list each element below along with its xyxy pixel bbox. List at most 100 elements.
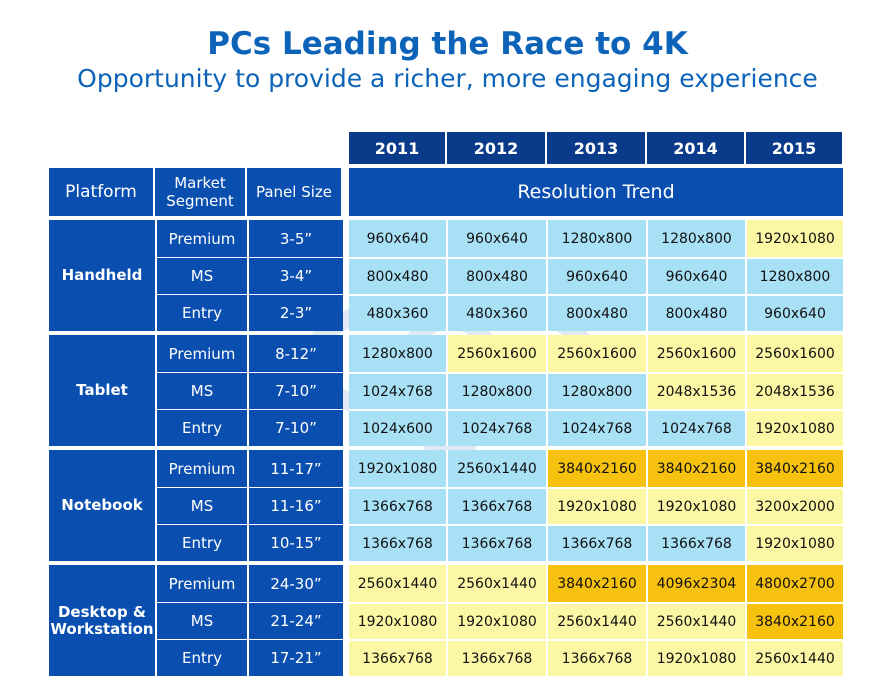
year-header: 2012 — [447, 132, 545, 164]
segment-label: Entry — [155, 524, 247, 561]
panel-size-value: 17-21” — [247, 639, 343, 676]
platform-label-line1: Desktop & — [57, 602, 147, 621]
resolution-cell: 2560x1440 — [646, 602, 745, 639]
resolution-trend-header: Resolution Trend — [349, 168, 843, 216]
resolution-cell: 960x640 — [349, 220, 446, 257]
resolution-cell: 1920x1080 — [745, 220, 843, 257]
platform-label-line1: Tablet — [76, 381, 128, 399]
resolution-cell: 1920x1080 — [646, 639, 745, 676]
segment-label: MS — [155, 487, 247, 524]
market-segment-header: Market Segment — [155, 168, 247, 216]
platform-label: Handheld — [49, 220, 155, 331]
resolution-cell: 1280x800 — [546, 220, 646, 257]
page-subtitle: Opportunity to provide a richer, more en… — [77, 64, 818, 93]
year-header: 2011 — [349, 132, 445, 164]
resolution-cell: 3840x2160 — [546, 565, 646, 602]
resolution-cell: 1366x768 — [349, 639, 446, 676]
resolution-cell: 1366x768 — [446, 487, 546, 524]
resolution-cell: 1366x768 — [349, 524, 446, 561]
resolution-cell: 3840x2160 — [745, 450, 843, 487]
panel-size-value: 11-16” — [247, 487, 343, 524]
resolution-cell: 1280x800 — [446, 372, 546, 409]
resolution-cell: 1280x800 — [349, 335, 446, 372]
resolution-cell: 3840x2160 — [546, 450, 646, 487]
segment-label: MS — [155, 372, 247, 409]
resolution-cell: 1366x768 — [546, 524, 646, 561]
resolution-cell: 2560x1440 — [446, 565, 546, 602]
panel-size-value: 3-5” — [247, 220, 343, 257]
resolution-cell: 1280x800 — [546, 372, 646, 409]
panel-size-value: 24-30” — [247, 565, 343, 602]
segment-label: Premium — [155, 565, 247, 602]
resolution-cell: 1920x1080 — [745, 524, 843, 561]
resolution-cell: 2048x1536 — [745, 372, 843, 409]
segment-label: Entry — [155, 639, 247, 676]
segment-label: Premium — [155, 220, 247, 257]
platform-header: Platform — [49, 168, 155, 216]
resolution-cell: 1024x768 — [546, 409, 646, 446]
platform-label-line1: Handheld — [61, 266, 143, 284]
resolution-cell: 2560x1600 — [745, 335, 843, 372]
resolution-cell: 1280x800 — [745, 257, 843, 294]
resolution-cell: 1920x1080 — [349, 602, 446, 639]
year-header: 2013 — [547, 132, 645, 164]
segment-label: Premium — [155, 335, 247, 372]
resolution-cell: 1024x768 — [349, 372, 446, 409]
segment-label: Entry — [155, 294, 247, 331]
resolution-cell: 800x480 — [646, 294, 745, 331]
resolution-cell: 960x640 — [546, 257, 646, 294]
resolution-cell: 2560x1440 — [446, 450, 546, 487]
market-segment-header-line1: Market — [174, 174, 226, 192]
resolution-cell: 1366x768 — [546, 639, 646, 676]
resolution-cell: 1920x1080 — [646, 487, 745, 524]
panel-size-value: 8-12” — [247, 335, 343, 372]
resolution-cell: 1920x1080 — [446, 602, 546, 639]
resolution-cell: 1920x1080 — [349, 450, 446, 487]
resolution-cell: 2560x1600 — [646, 335, 745, 372]
panel-size-value: 2-3” — [247, 294, 343, 331]
resolution-cell: 1366x768 — [349, 487, 446, 524]
resolution-cell: 2560x1440 — [745, 639, 843, 676]
resolution-cell: 2560x1600 — [546, 335, 646, 372]
segment-label: Premium — [155, 450, 247, 487]
segment-label: Entry — [155, 409, 247, 446]
year-header: 2015 — [746, 132, 842, 164]
platform-label: Tablet — [49, 335, 155, 446]
panel-size-value: 21-24” — [247, 602, 343, 639]
resolution-cell: 3840x2160 — [745, 602, 843, 639]
resolution-cell: 1024x768 — [446, 409, 546, 446]
resolution-cell: 1920x1080 — [546, 487, 646, 524]
resolution-cell: 800x480 — [546, 294, 646, 331]
resolution-cell: 2560x1600 — [446, 335, 546, 372]
panel-size-value: 7-10” — [247, 372, 343, 409]
resolution-cell: 1920x1080 — [745, 409, 843, 446]
resolution-cell: 1366x768 — [446, 639, 546, 676]
resolution-cell: 480x360 — [446, 294, 546, 331]
market-segment-header-line2: Segment — [166, 192, 234, 210]
resolution-cell: 960x640 — [446, 220, 546, 257]
resolution-cell: 3840x2160 — [646, 450, 745, 487]
panel-size-value: 11-17” — [247, 450, 343, 487]
resolution-cell: 2048x1536 — [646, 372, 745, 409]
panel-size-value: 3-4” — [247, 257, 343, 294]
panel-size-header: Panel Size — [247, 168, 343, 216]
platform-label-line1: Notebook — [61, 496, 143, 514]
resolution-cell: 800x480 — [349, 257, 446, 294]
resolution-cell: 2560x1440 — [349, 565, 446, 602]
panel-size-value: 7-10” — [247, 409, 343, 446]
resolution-cell: 2560x1440 — [546, 602, 646, 639]
resolution-cell: 1366x768 — [646, 524, 745, 561]
resolution-cell: 800x480 — [446, 257, 546, 294]
panel-size-value: 10-15” — [247, 524, 343, 561]
platform-label: Notebook — [49, 450, 155, 561]
resolution-cell: 4800x2700 — [745, 565, 843, 602]
resolution-cell: 3200x2000 — [745, 487, 843, 524]
resolution-cell: 1280x800 — [646, 220, 745, 257]
resolution-cell: 960x640 — [646, 257, 745, 294]
page-title: PCs Leading the Race to 4K — [207, 26, 688, 62]
resolution-cell: 1366x768 — [446, 524, 546, 561]
platform-label-line2: Workstation — [50, 619, 154, 638]
resolution-cell: 480x360 — [349, 294, 446, 331]
resolution-cell: 4096x2304 — [646, 565, 745, 602]
year-header: 2014 — [647, 132, 744, 164]
